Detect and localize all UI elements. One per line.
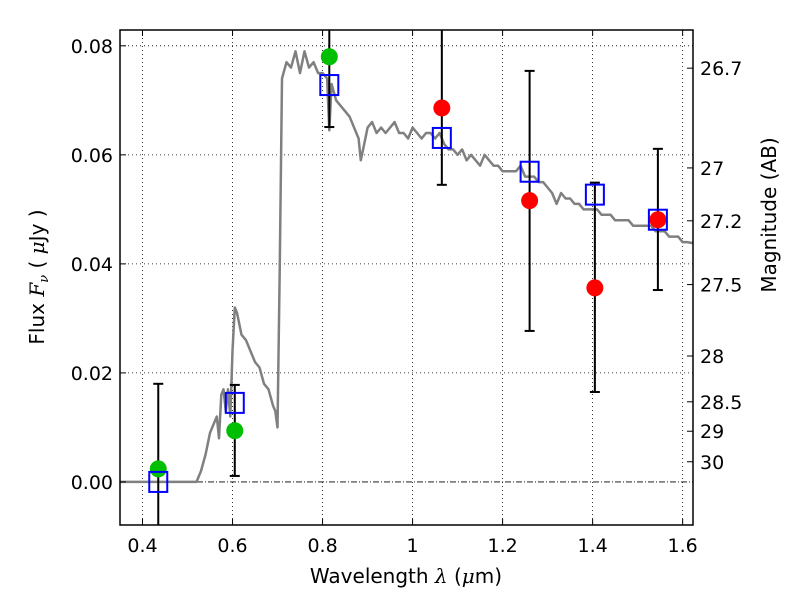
y-axis-label: Flux Fν ( μJy ) <box>25 209 52 344</box>
x-tick-label: 1.6 <box>668 535 698 557</box>
x-tick-label: 0.4 <box>127 535 157 557</box>
y2-tick-label: 27.2 <box>700 211 742 233</box>
y2-axis-label: Magnitude (AB) <box>757 137 781 292</box>
observed-point-green <box>149 460 167 478</box>
x-axis-label: Wavelength λ (μm) <box>310 564 502 588</box>
observed-point-green <box>320 48 338 66</box>
y-tick-label: 0.08 <box>71 36 113 58</box>
model-spectrum-line <box>120 50 693 484</box>
errorbar <box>324 30 335 129</box>
y-tick-label: 0.02 <box>71 363 113 385</box>
x-tick-label: 0.8 <box>307 535 337 557</box>
model-photometry-square <box>519 160 540 183</box>
y-axis: 0.00 0.02 0.04 0.06 0.08 <box>71 36 126 494</box>
y2-tick-label: 27 <box>700 158 724 180</box>
y2-tick-label: 28 <box>700 346 724 368</box>
model-photometry-square <box>647 208 668 231</box>
x-tick-label: 1.4 <box>578 535 608 557</box>
model-photometry-square <box>319 74 340 97</box>
grid <box>120 30 693 525</box>
model-photometry-square <box>584 183 605 206</box>
y2-tick-label: 29 <box>700 421 724 443</box>
model-photometry-square <box>148 470 169 493</box>
model-photometry-square <box>224 391 245 414</box>
y2-tick-label: 26.7 <box>700 58 742 80</box>
y-tick-label: 0.00 <box>71 472 113 494</box>
observed-point-red <box>649 211 667 229</box>
x-tick-label: 1 <box>407 535 419 557</box>
y-tick-label: 0.06 <box>71 145 113 167</box>
y-tick-label: 0.04 <box>71 254 113 276</box>
y2-tick-label: 30 <box>700 452 724 474</box>
model-photometry-square <box>431 126 452 149</box>
errorbar <box>153 382 164 525</box>
axes-frame <box>119 29 694 526</box>
observed-point-green <box>226 422 244 440</box>
observed-point-red <box>521 192 539 210</box>
x-tick-label: 0.6 <box>217 535 247 557</box>
y2-tick-label: 27.5 <box>700 275 742 297</box>
y2-tick-label: 28.5 <box>700 392 742 414</box>
observed-point-red <box>586 279 604 297</box>
plot-area <box>120 30 693 525</box>
y2-axis: 26.7 27 27.2 27.5 28 28.5 29 30 <box>687 58 742 474</box>
x-axis: 0.4 0.6 0.8 1 1.2 1.4 1.6 <box>127 30 698 557</box>
observed-point-red <box>433 99 451 117</box>
x-tick-label: 1.2 <box>487 535 517 557</box>
